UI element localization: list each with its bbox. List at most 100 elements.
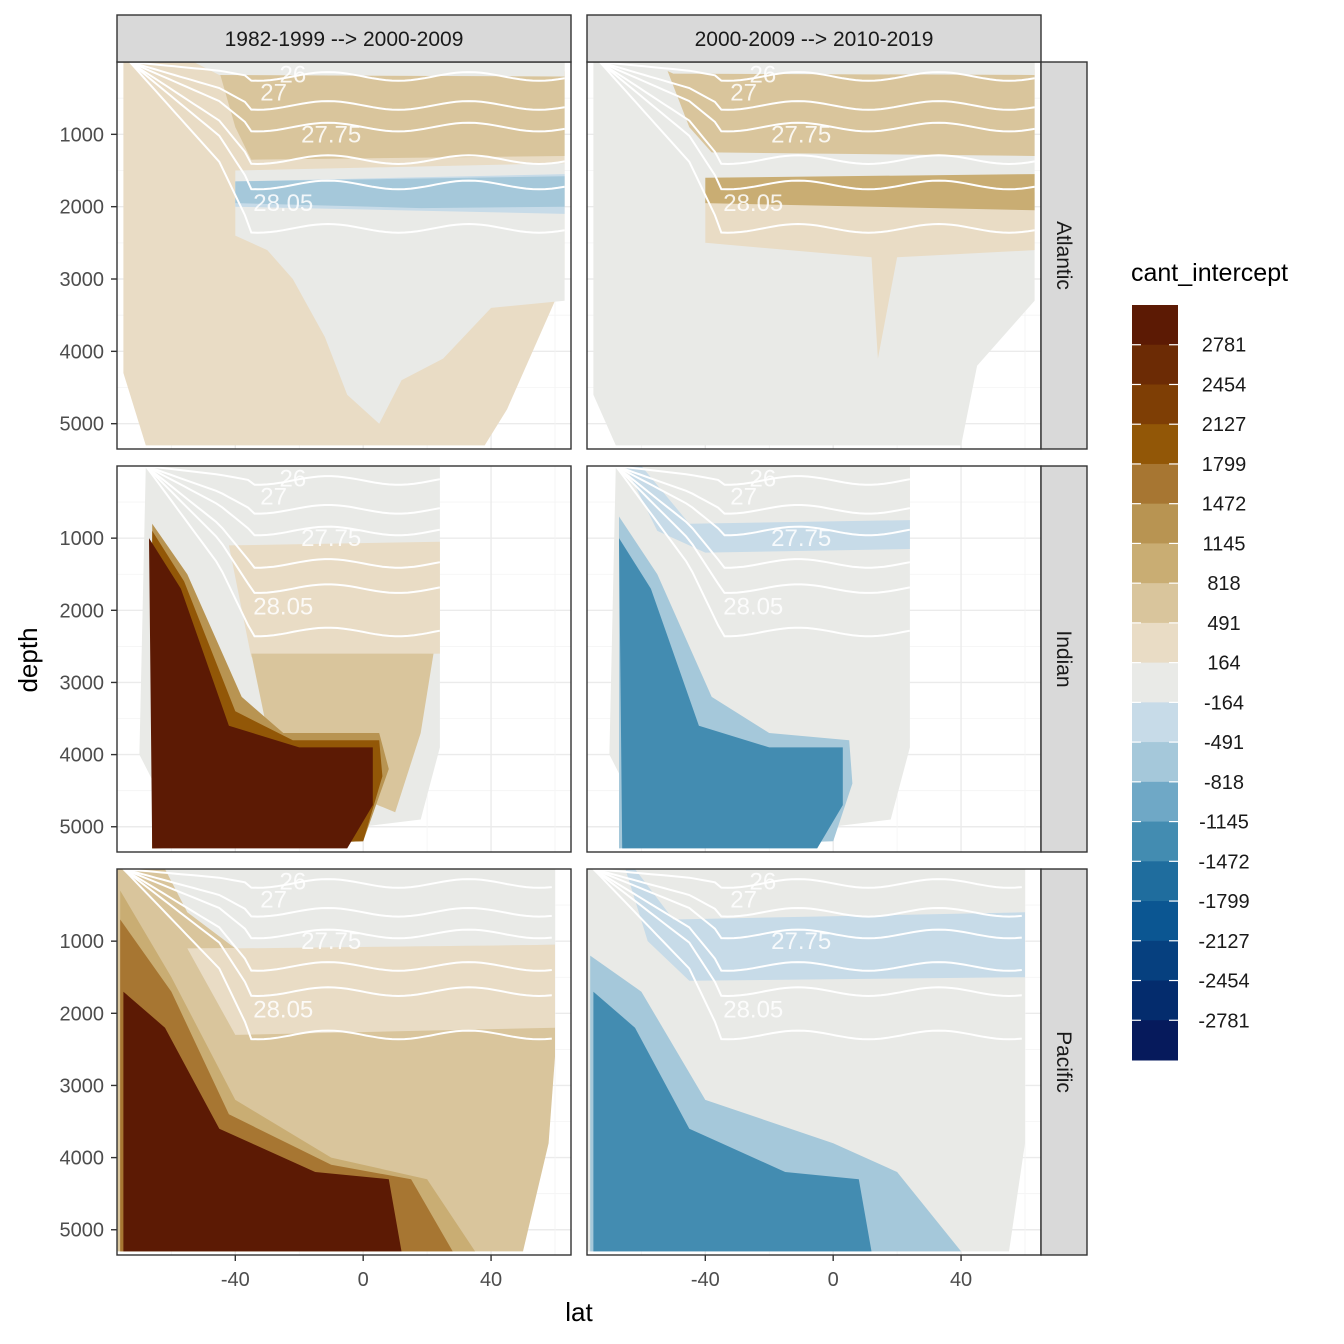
legend: cant_intercept 2781 2454 2127 1799 1472 1145 8…	[1131, 259, 1288, 1061]
contour-band-1	[187, 944, 556, 1035]
contour-band-2	[705, 192, 1035, 359]
isopycnal-line-5	[599, 62, 1035, 234]
isopycnal-label: 27	[260, 79, 287, 106]
isopycnal-label: 26	[279, 465, 306, 492]
legend-label: -2127	[1198, 931, 1249, 953]
contour-band-5	[149, 538, 373, 849]
isopycnal-line-3	[615, 466, 911, 569]
legend-color-step	[1132, 503, 1178, 544]
legend-label: 2781	[1202, 335, 1247, 357]
axes: 1000200030004000500010002000300040005000…	[60, 124, 973, 1291]
isopycnal-line-0	[593, 869, 1022, 889]
legend-label: 2454	[1202, 374, 1247, 396]
column-strip-label: 1982-1999 --> 2000-2009	[225, 28, 464, 51]
isopycnal-line-0	[123, 869, 552, 889]
facet-strips: 1982-1999 --> 2000-2009 2000-2009 --> 201…	[116, 14, 1088, 1256]
y-tick-label: 5000	[60, 817, 105, 839]
isopycnal-line-2	[615, 466, 911, 537]
legend-color-step	[1132, 305, 1178, 346]
isopycnal-label: 28.05	[723, 190, 783, 217]
isopycnal-line-1	[145, 466, 441, 515]
contour-band-5	[123, 991, 402, 1252]
panel-border	[116, 465, 572, 853]
contour-band-1	[666, 69, 1035, 156]
legend-color-step	[1132, 662, 1178, 703]
legend-label: 491	[1207, 613, 1240, 635]
y-tick-label: 5000	[60, 1220, 105, 1242]
y-tick-label: 2000	[60, 600, 105, 622]
isopycnal-label: 26	[749, 868, 776, 895]
isopycnal-label: 26	[279, 61, 306, 88]
legend-label: -491	[1204, 732, 1244, 754]
isopycnal-line-0	[129, 62, 565, 82]
x-tick-label: 40	[950, 1269, 972, 1291]
x-tick-label: 0	[828, 1269, 839, 1291]
contour-band-1	[625, 466, 910, 553]
y-tick-label: 3000	[60, 1075, 105, 1097]
legend-color-step	[1132, 742, 1178, 783]
row-strip-label: Pacific	[1052, 1031, 1075, 1093]
isopycnal-label: 28.05	[723, 594, 783, 621]
isopycnal-line-4	[129, 62, 565, 191]
legend-color-step	[1132, 622, 1178, 664]
row-strip-label: Indian	[1052, 630, 1075, 687]
row-strip: Indian	[1040, 465, 1088, 853]
legend-label: 1799	[1202, 454, 1247, 476]
y-tick-label: 2000	[60, 1003, 105, 1025]
y-tick-label: 2000	[60, 197, 105, 219]
contour-field	[593, 62, 1035, 446]
legend-label: -164	[1204, 692, 1244, 714]
isopycnal-line-3	[592, 869, 1022, 972]
contour-field	[587, 869, 1025, 1252]
legend-label: -818	[1204, 772, 1244, 794]
contour-band-2	[165, 869, 555, 949]
x-tick-label: 0	[358, 1269, 369, 1291]
x-tick-label: -40	[691, 1269, 720, 1291]
isopycnal-label: 26	[749, 61, 776, 88]
legend-color-step	[1132, 821, 1178, 862]
isopycnal-line-1	[615, 466, 911, 515]
column-strip: 2000-2009 --> 2010-2019	[586, 14, 1042, 63]
isopycnal-label: 27	[260, 886, 287, 913]
isopycnal-label: 27.75	[301, 928, 361, 955]
isopycnal-label: 27.75	[771, 121, 831, 148]
contour-band-4	[593, 991, 872, 1252]
legend-color-step	[1132, 463, 1178, 505]
isopycnal-label: 27.75	[771, 525, 831, 552]
isopycnal-line-5	[144, 466, 441, 638]
legend-label: 1472	[1202, 494, 1247, 516]
isopycnal-label: 28.05	[253, 997, 313, 1024]
legend-label: 1145	[1202, 533, 1245, 555]
x-tick-label: 40	[480, 1269, 502, 1291]
isopycnal-label: 27	[260, 483, 287, 510]
legend-label: -1145	[1199, 812, 1249, 834]
isopycnal-label: 27.75	[301, 525, 361, 552]
y-tick-label: 4000	[60, 745, 105, 767]
isopycnal-line-5	[129, 62, 565, 234]
legend-color-step	[1132, 424, 1178, 465]
isopycnal-line-0	[599, 62, 1035, 82]
row-strip: Atlantic	[1040, 61, 1088, 450]
isopycnal-line-2	[599, 62, 1035, 133]
isopycnal-line-1	[123, 869, 552, 918]
legend-label: -1472	[1198, 851, 1249, 873]
x-tick-label: -40	[221, 1269, 250, 1291]
isopycnal-line-1	[129, 62, 565, 111]
contour-band-1	[625, 869, 1025, 981]
isopycnal-line-1	[593, 869, 1022, 918]
isopycnal-line-4	[592, 869, 1022, 998]
isopycnal-label: 27	[730, 483, 757, 510]
isopycnal-line-2	[123, 869, 552, 940]
column-strip: 1982-1999 --> 2000-2009	[116, 14, 572, 63]
y-tick-label: 4000	[60, 1148, 105, 1170]
